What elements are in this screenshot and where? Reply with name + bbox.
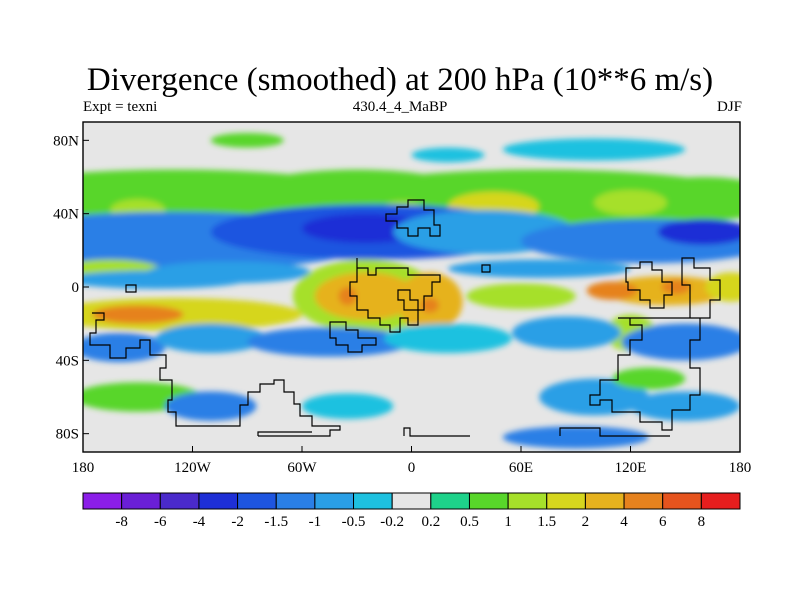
x-tick-label-3: 0 [408, 460, 416, 476]
colorbar-swatch-5 [276, 493, 315, 509]
divergence-cell-17 [448, 260, 631, 278]
divergence-cell-19 [92, 305, 183, 323]
colorbar-swatch-8 [392, 493, 431, 509]
colorbar-swatch-10 [469, 493, 508, 509]
divergence-cell-13 [658, 219, 749, 245]
colorbar-swatch-1 [122, 493, 161, 509]
y-tick-label-0: 80N [53, 133, 79, 149]
x-tick-label-1: 120W [174, 460, 212, 476]
colorbar: -8 -6 -4 -2 -1.5 -1 -0.5 -0.2 0.2 0.5 1 1.5 2 4 6 8 [83, 493, 740, 530]
colorbar-swatch-12 [547, 493, 586, 509]
colorbar-label-15: 8 [698, 514, 706, 530]
divergence-cell-36 [621, 324, 749, 361]
colorbar-label-9: 0.5 [460, 514, 479, 530]
colorbar-label-1: -6 [154, 514, 167, 530]
divergence-cell-34 [384, 324, 512, 353]
colorbar-label-12: 2 [582, 514, 590, 530]
divergence-cell-27 [587, 282, 638, 300]
colorbar-swatch-14 [624, 493, 663, 509]
divergence-map: 180 120W 60W 0 60E 120E 18080N40N040S80S -8 -6-… [0, 0, 800, 600]
divergence-cell-41 [631, 392, 741, 421]
colorbar-swatch-7 [354, 493, 393, 509]
colorbar-label-0: -8 [115, 514, 128, 530]
colorbar-label-10: 1 [504, 514, 512, 530]
y-tick-label-3: 40S [56, 353, 79, 369]
colorbar-label-2: -4 [193, 514, 206, 530]
colorbar-swatch-15 [663, 493, 702, 509]
divergence-cell-16 [147, 261, 311, 283]
x-tick-label-4: 60E [509, 460, 533, 476]
divergence-cell-29 [705, 272, 756, 301]
divergence-cell-38 [165, 392, 256, 421]
divergence-cell-32 [156, 324, 266, 353]
colorbar-label-5: -1 [309, 514, 322, 530]
y-tick-label-2: 0 [72, 280, 80, 296]
x-tick-label-5: 120E [615, 460, 647, 476]
colorbar-label-13: 4 [620, 514, 628, 530]
colorbar-swatch-6 [315, 493, 354, 509]
divergence-cell-46 [412, 148, 485, 163]
divergence-cell-5 [594, 190, 667, 216]
colorbar-swatch-0 [83, 493, 122, 509]
divergence-cell-42 [503, 426, 649, 448]
colorbar-label-8: 0.2 [421, 514, 440, 530]
colorbar-label-7: -0.2 [380, 514, 404, 530]
colorbar-swatch-2 [160, 493, 199, 509]
colorbar-swatch-16 [701, 493, 740, 509]
colorbar-swatch-4 [238, 493, 277, 509]
colorbar-label-3: -2 [231, 514, 244, 530]
divergence-cell-43 [612, 368, 685, 390]
x-tick-label-2: 60W [287, 460, 317, 476]
colorbar-label-6: -0.5 [342, 514, 366, 530]
y-tick-label-4: 80S [56, 427, 79, 443]
colorbar-label-4: -1.5 [264, 514, 288, 530]
colorbar-swatch-3 [199, 493, 238, 509]
colorbar-swatch-13 [585, 493, 624, 509]
divergence-cell-44 [211, 133, 284, 148]
colorbar-label-14: 6 [659, 514, 667, 530]
y-tick-label-1: 40N [53, 207, 79, 223]
colorbar-swatch-11 [508, 493, 547, 509]
colorbar-label-11: 1.5 [537, 514, 556, 530]
divergence-cell-45 [503, 139, 686, 161]
x-tick-label-6: 180 [729, 460, 752, 476]
divergence-cell-25 [466, 283, 576, 309]
divergence-cell-39 [302, 393, 393, 419]
colorbar-swatch-9 [431, 493, 470, 509]
divergence-cell-22 [315, 272, 417, 320]
x-tick-label-0: 180 [72, 460, 95, 476]
divergence-cell-35 [512, 316, 622, 349]
